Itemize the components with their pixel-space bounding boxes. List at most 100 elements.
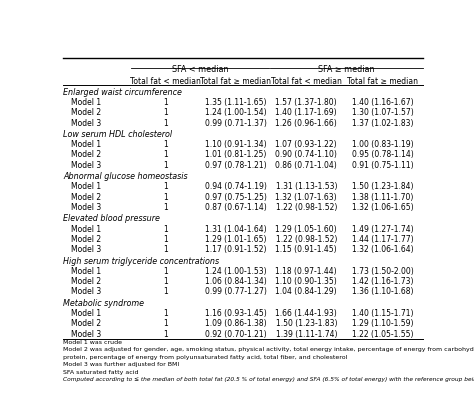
Text: Model 1: Model 1 [71,98,101,107]
Text: Total fat ≥ median: Total fat ≥ median [200,77,271,86]
Text: 1.00 (0.83-1.19): 1.00 (0.83-1.19) [352,140,413,149]
Text: SFA < median: SFA < median [173,65,229,74]
Text: 1: 1 [164,319,168,328]
Text: 1.32 (1.06-1.64): 1.32 (1.06-1.64) [352,245,413,254]
Text: 1.30 (1.07-1.57): 1.30 (1.07-1.57) [352,108,413,117]
Text: Model 3 was further adjusted for BMI: Model 3 was further adjusted for BMI [63,362,179,367]
Text: 1: 1 [164,224,168,234]
Text: Model 3: Model 3 [71,245,101,254]
Text: 1: 1 [164,245,168,254]
Text: 1: 1 [164,161,168,170]
Text: 0.92 (0.70-1.21): 0.92 (0.70-1.21) [205,330,266,339]
Text: 0.99 (0.71-1.37): 0.99 (0.71-1.37) [205,118,266,127]
Text: 1.26 (0.96-1.66): 1.26 (0.96-1.66) [275,118,337,127]
Text: Model 2: Model 2 [71,319,101,328]
Text: Model 2: Model 2 [71,235,101,244]
Text: 1.10 (0.91-1.34): 1.10 (0.91-1.34) [205,140,266,149]
Text: 1.40 (1.17-1.69): 1.40 (1.17-1.69) [275,108,337,117]
Text: 1: 1 [164,235,168,244]
Text: 1.18 (0.97-1.44): 1.18 (0.97-1.44) [275,267,337,276]
Text: 1.22 (1.05-1.55): 1.22 (1.05-1.55) [352,330,413,339]
Text: Metabolic syndrome: Metabolic syndrome [63,299,144,308]
Text: Model 2: Model 2 [71,108,101,117]
Text: 1.22 (0.98-1.52): 1.22 (0.98-1.52) [275,235,337,244]
Text: Model 3: Model 3 [71,203,101,212]
Text: 1.22 (0.98-1.52): 1.22 (0.98-1.52) [275,203,337,212]
Text: SFA ≥ median: SFA ≥ median [319,65,375,74]
Text: Model 3: Model 3 [71,330,101,339]
Text: 1.39 (1.11-1.74): 1.39 (1.11-1.74) [275,330,337,339]
Text: 0.90 (0.74-1.10): 0.90 (0.74-1.10) [275,150,337,160]
Text: 1.16 (0.93-1.45): 1.16 (0.93-1.45) [205,309,266,318]
Text: Elevated blood pressure: Elevated blood pressure [63,214,160,223]
Text: 1.29 (1.10-1.59): 1.29 (1.10-1.59) [352,319,413,328]
Text: 1.73 (1.50-2.00): 1.73 (1.50-2.00) [352,267,413,276]
Text: Model 1: Model 1 [71,183,101,191]
Text: 1.17 (0.91-1.52): 1.17 (0.91-1.52) [205,245,266,254]
Text: 1: 1 [164,108,168,117]
Text: Abnormal glucose homeostasis: Abnormal glucose homeostasis [63,172,188,181]
Text: High serum triglyceride concentrations: High serum triglyceride concentrations [63,257,219,266]
Text: protein, percentage of energy from polyunsaturated fatty acid, total fiber, and : protein, percentage of energy from polyu… [63,355,347,360]
Text: 1.15 (0.91-1.45): 1.15 (0.91-1.45) [275,245,337,254]
Text: 1.04 (0.84-1.29): 1.04 (0.84-1.29) [275,287,337,296]
Text: 1.37 (1.02-1.83): 1.37 (1.02-1.83) [352,118,413,127]
Text: 1: 1 [164,140,168,149]
Text: 1: 1 [164,287,168,296]
Text: 0.86 (0.71-1.04): 0.86 (0.71-1.04) [275,161,337,170]
Text: 1: 1 [164,330,168,339]
Text: 1.57 (1.37-1.80): 1.57 (1.37-1.80) [275,98,337,107]
Text: Total fat < median: Total fat < median [271,77,342,86]
Text: 1: 1 [164,193,168,202]
Text: Model 1 was crude: Model 1 was crude [63,340,122,345]
Text: 1.10 (0.90-1.35): 1.10 (0.90-1.35) [275,277,337,286]
Text: 1.01 (0.81-1.25): 1.01 (0.81-1.25) [205,150,266,160]
Text: 1.44 (1.17-1.77): 1.44 (1.17-1.77) [352,235,413,244]
Text: 1.50 (1.23-1.83): 1.50 (1.23-1.83) [275,319,337,328]
Text: 1.09 (0.86-1.38): 1.09 (0.86-1.38) [205,319,266,328]
Text: 1.50 (1.23-1.84): 1.50 (1.23-1.84) [352,183,413,191]
Text: 1.31 (1.04-1.64): 1.31 (1.04-1.64) [205,224,266,234]
Text: 1: 1 [164,150,168,160]
Text: 1.29 (1.01-1.65): 1.29 (1.01-1.65) [205,235,266,244]
Text: SFA saturated fatty acid: SFA saturated fatty acid [63,370,138,375]
Text: Enlarged waist circumference: Enlarged waist circumference [63,88,182,97]
Text: 0.99 (0.77-1.27): 0.99 (0.77-1.27) [205,287,266,296]
Text: 1.40 (1.15-1.71): 1.40 (1.15-1.71) [352,309,413,318]
Text: 0.97 (0.75-1.25): 0.97 (0.75-1.25) [205,193,266,202]
Text: 1.38 (1.11-1.70): 1.38 (1.11-1.70) [352,193,413,202]
Text: 1.40 (1.16-1.67): 1.40 (1.16-1.67) [352,98,413,107]
Text: 1: 1 [164,309,168,318]
Text: 0.95 (0.78-1.14): 0.95 (0.78-1.14) [352,150,413,160]
Text: 1: 1 [164,277,168,286]
Text: Model 2: Model 2 [71,277,101,286]
Text: 1.29 (1.05-1.60): 1.29 (1.05-1.60) [275,224,337,234]
Text: Total fat ≥ median: Total fat ≥ median [347,77,418,86]
Text: Model 3: Model 3 [71,118,101,127]
Text: Model 2: Model 2 [71,193,101,202]
Text: Model 3: Model 3 [71,287,101,296]
Text: 1.42 (1.16-1.73): 1.42 (1.16-1.73) [352,277,413,286]
Text: Model 1: Model 1 [71,267,101,276]
Text: 0.94 (0.74-1.19): 0.94 (0.74-1.19) [205,183,266,191]
Text: Model 1: Model 1 [71,140,101,149]
Text: 1.35 (1.11-1.65): 1.35 (1.11-1.65) [205,98,266,107]
Text: 1.32 (1.07-1.63): 1.32 (1.07-1.63) [275,193,337,202]
Text: 1.36 (1.10-1.68): 1.36 (1.10-1.68) [352,287,413,296]
Text: 1.07 (0.93-1.22): 1.07 (0.93-1.22) [275,140,337,149]
Text: Model 2: Model 2 [71,150,101,160]
Text: 1.31 (1.13-1.53): 1.31 (1.13-1.53) [275,183,337,191]
Text: 1.49 (1.27-1.74): 1.49 (1.27-1.74) [352,224,413,234]
Text: Model 1: Model 1 [71,309,101,318]
Text: 1: 1 [164,267,168,276]
Text: 1.06 (0.84-1.34): 1.06 (0.84-1.34) [205,277,266,286]
Text: Model 1: Model 1 [71,224,101,234]
Text: Total fat < median: Total fat < median [130,77,201,86]
Text: 1: 1 [164,203,168,212]
Text: 1: 1 [164,183,168,191]
Text: Low serum HDL cholesterol: Low serum HDL cholesterol [63,130,172,139]
Text: 0.97 (0.78-1.21): 0.97 (0.78-1.21) [205,161,266,170]
Text: 1: 1 [164,98,168,107]
Text: 1.24 (1.00-1.53): 1.24 (1.00-1.53) [205,267,266,276]
Text: Computed according to ≤ the median of both total fat (20.5 % of total energy) an: Computed according to ≤ the median of bo… [63,377,474,382]
